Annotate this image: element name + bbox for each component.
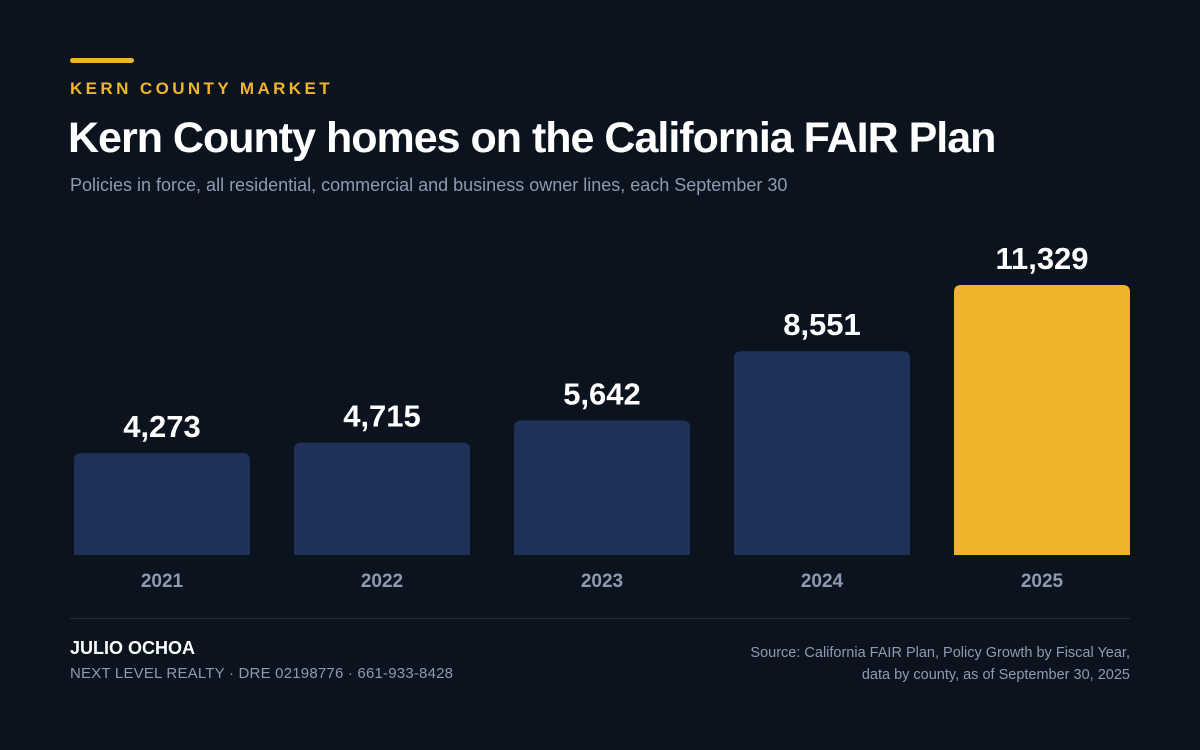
- value-label-2021: 4,273: [123, 409, 201, 444]
- bar-2024: [734, 351, 910, 555]
- source-note: Source: California FAIR Plan, Policy Gro…: [750, 642, 1130, 686]
- bar-2021: [74, 453, 250, 555]
- eyebrow-label: KERN COUNTY MARKET: [70, 79, 334, 98]
- value-label-2024: 8,551: [783, 307, 861, 342]
- value-label-2022: 4,715: [343, 399, 421, 434]
- bar-2023: [514, 420, 690, 555]
- bar-2022: [294, 442, 470, 555]
- category-label-2021: 2021: [141, 571, 184, 592]
- bar-chart: 4,273 2021 4,715 2022 5,642 2023 8,551 2024 11,3…: [74, 241, 1130, 592]
- agent-name: JULIO OCHOA: [70, 638, 196, 658]
- source-line-1: Source: California FAIR Plan, Policy Gro…: [750, 645, 1130, 661]
- source-line-2: data by county, as of September 30, 2025: [861, 667, 1130, 683]
- value-label-2025: 11,329: [995, 241, 1088, 276]
- bar-2025: [954, 285, 1130, 555]
- footer-divider: [70, 618, 1130, 619]
- category-label-2023: 2023: [581, 571, 623, 592]
- value-label-2023: 5,642: [563, 377, 641, 412]
- chart-subtitle: Policies in force, all residential, comm…: [70, 175, 788, 195]
- category-label-2025: 2025: [1021, 571, 1064, 592]
- accent-bar: [70, 58, 134, 63]
- agent-details: NEXT LEVEL REALTY · DRE 02198776 · 661-9…: [70, 665, 454, 682]
- category-label-2022: 2022: [361, 571, 403, 592]
- chart-title: Kern County homes on the California FAIR…: [68, 114, 996, 162]
- category-label-2024: 2024: [801, 571, 844, 592]
